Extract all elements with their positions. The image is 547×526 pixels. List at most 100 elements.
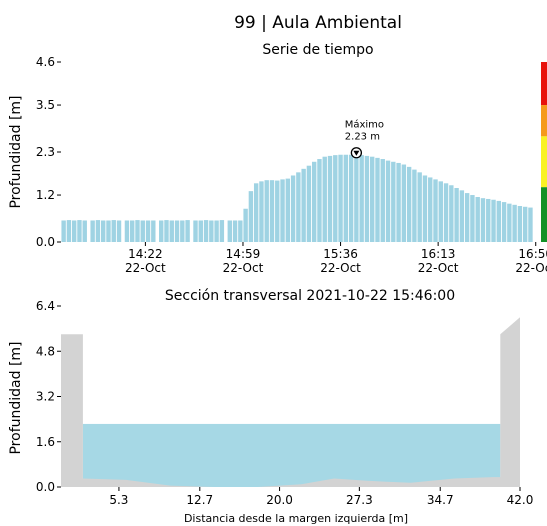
time-series-bar [422,175,428,242]
dashboard-title: 99 | Aula Ambiental [234,13,402,33]
time-series-bar [396,162,401,242]
time-series-bar [517,206,523,242]
time-series-y-tick-label: 1.2 [36,188,55,202]
time-series-bar [253,183,259,242]
time-series-bar [338,154,343,242]
time-series-bar [348,154,354,242]
cross-section-x-tick-label: 42.0 [507,493,534,507]
time-series-x-tick-time: 16:13 [421,247,456,261]
time-series-bar [106,220,111,242]
cross-section-y-tick-label: 0.0 [36,480,55,494]
time-series-bar [151,220,156,242]
time-series-bar [327,155,333,242]
time-series-bar [443,183,449,242]
cross-section-xlabel: Distancia desde la margen izquierda [m] [184,512,408,525]
time-series-bar [406,166,412,242]
time-series-bar [185,220,190,242]
time-series-x-tick-date: 22-Oct [515,261,547,275]
time-series-bar [140,220,145,242]
time-series-bar [100,220,106,242]
time-series-bar [501,202,507,242]
time-series-bar [301,168,306,242]
time-series-bar [203,220,209,242]
cross-section-x-axis: 5.3 12.7 20.0 27.3 34.7 42.0 [109,487,533,507]
time-series-bar [475,197,480,242]
time-series-bar [486,198,491,242]
time-series-y-tick-label: 4.6 [36,55,55,69]
time-series-bar [496,200,502,242]
cross-section-y-tick-label: 1.6 [36,435,55,449]
time-series-x-tick-date: 22-Oct [223,261,264,275]
time-series-bar [116,220,122,242]
time-series-x-tick-time: 14:59 [226,247,261,261]
time-series-bar [507,203,512,242]
cross-section-ylabel: Profundidad [m] [8,341,24,454]
time-series-bar [359,155,364,242]
time-series-bar [391,161,396,242]
time-series-bar [280,179,285,242]
time-series-bar [370,156,375,242]
time-series-x-tick-time: 14:22 [128,247,163,261]
time-series-bar [512,204,517,242]
alert-level-yellow [541,136,547,188]
max-annotation: Máximo 2.23 m [345,119,384,159]
time-series-x-tick-date: 22-Oct [418,261,459,275]
time-series-bar [322,156,327,242]
time-series-bar [428,177,433,242]
time-series-bar [159,220,164,242]
time-series-bar [227,220,232,242]
time-series-title: Serie de tiempo [262,42,373,58]
cross-section-y-axis: 0.0 1.6 3.2 4.8 6.4 [36,299,61,494]
time-series-bar [333,155,338,242]
time-series-bar [174,220,180,242]
time-series-bar [209,220,214,242]
time-series-bar [269,180,275,242]
time-series-bar [311,161,317,242]
time-series-y-tick-label: 2.3 [36,145,55,159]
time-series-bar [238,220,243,242]
cross-section-chart: Sección transversal 2021-10-22 15:46:00 … [8,288,533,525]
time-series-bar [77,220,82,242]
time-series-bar [290,175,296,242]
time-series-bar [438,181,443,242]
time-series-bar [412,169,417,242]
time-series-bar [169,220,174,242]
time-series-ylabel: Profundidad [m] [8,95,24,208]
max-marker-icon [350,147,363,159]
time-series-bar [259,181,264,242]
time-series-bar [82,220,87,242]
time-series-bar [528,207,533,242]
time-series-y-tick-label: 0.0 [36,235,55,249]
alert-level-green [541,187,547,242]
time-series-bar [459,190,465,242]
water-area [82,423,501,487]
time-series-x-axis: 14:2222-Oct14:5922-Oct15:3622-Oct16:1322… [125,242,547,275]
cross-section-x-tick-label: 20.0 [266,493,293,507]
time-series-bar [61,220,66,242]
time-series-bar [130,220,135,242]
time-series-bar [480,198,486,242]
time-series-bar [491,199,496,242]
time-series-bar [454,188,459,242]
alert-level-bar [541,62,547,242]
time-series-x-tick-time: 16:50 [518,247,547,261]
time-series-bar [354,155,359,242]
time-series-bar [243,208,248,242]
time-series-bar [470,195,475,242]
time-series-bar [214,220,219,242]
time-series-bar [343,154,349,242]
cross-section-y-tick-label: 4.8 [36,344,55,358]
time-series-bar [95,220,101,242]
time-series-bar [417,172,422,242]
max-annotation-label: Máximo [345,119,384,131]
time-series-bar [198,220,203,242]
time-series-bar [111,220,116,242]
time-series-y-axis: 0.0 1.2 2.3 3.5 4.6 [36,55,61,249]
time-series-bar [522,206,528,242]
time-series-bar [248,191,254,242]
time-series-bar [380,159,385,242]
cross-section-x-tick-label: 34.7 [427,493,454,507]
time-series-chart: Serie de tiempo Profundidad [m] 0.0 1.2 2.… [8,42,547,275]
time-series-bar [124,220,130,242]
time-series-bar [71,220,77,242]
